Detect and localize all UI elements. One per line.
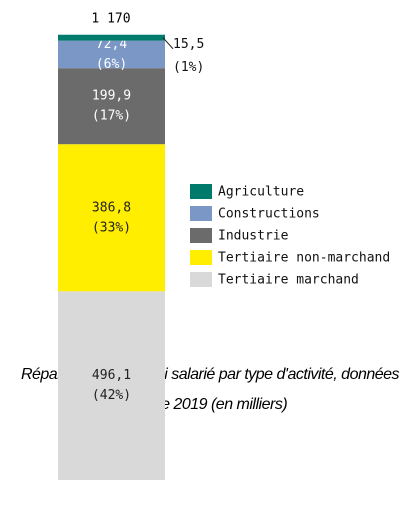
- value-label: 386,8: [92, 200, 131, 215]
- bar-segment: [58, 291, 165, 480]
- value-label: 15,5: [173, 37, 204, 52]
- legend-swatch: [190, 228, 212, 243]
- legend-label: Tertiaire non-marchand: [218, 251, 390, 266]
- value-label: 199,9: [92, 89, 131, 104]
- percent-label: (42%): [92, 388, 131, 403]
- bar-segment: [58, 68, 165, 145]
- legend-swatch: [190, 250, 212, 265]
- legend-label: Industrie: [218, 229, 289, 244]
- legend-label: Tertiaire marchand: [218, 273, 359, 288]
- value-label: 72,4: [96, 37, 127, 52]
- bar-segment: [58, 34, 165, 41]
- bar-segment: [58, 40, 165, 69]
- legend-swatch: [190, 206, 212, 221]
- legend-label: Agriculture: [218, 185, 304, 200]
- legend-label: Constructions: [218, 207, 320, 222]
- percent-label: (17%): [92, 109, 131, 124]
- value-label: 496,1: [92, 368, 131, 383]
- percent-label: (6%): [96, 57, 127, 72]
- leader-line: [162, 37, 174, 50]
- legend-swatch: [190, 184, 212, 199]
- bar-segment: [58, 144, 165, 292]
- percent-label: (1%): [173, 60, 204, 75]
- total-label: 1 170: [91, 12, 130, 27]
- legend-swatch: [190, 272, 212, 287]
- percent-label: (33%): [92, 220, 131, 235]
